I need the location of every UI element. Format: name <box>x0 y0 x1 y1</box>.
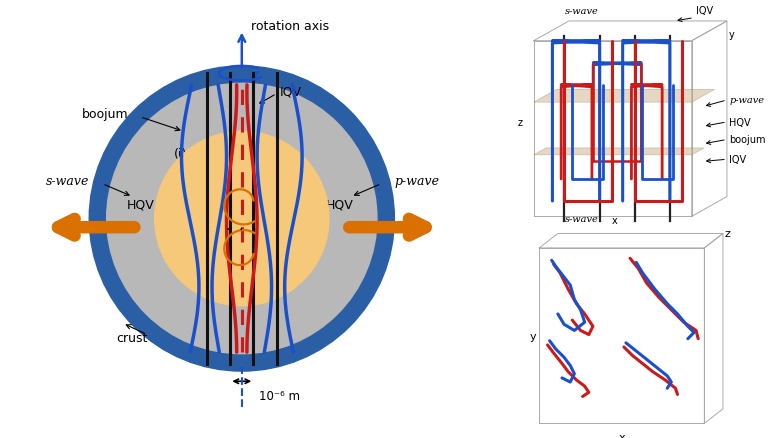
Polygon shape <box>534 148 704 155</box>
Text: IQV: IQV <box>279 85 302 98</box>
Text: y: y <box>530 331 536 341</box>
Text: p-wave: p-wave <box>729 96 764 105</box>
Text: x: x <box>619 431 625 438</box>
Text: rotation axis: rotation axis <box>250 20 328 33</box>
Text: (ii): (ii) <box>277 147 294 160</box>
Text: IQV: IQV <box>697 7 714 17</box>
Circle shape <box>154 132 329 306</box>
Text: s-wave: s-wave <box>46 175 89 188</box>
Text: boojum: boojum <box>82 108 129 121</box>
Text: y: y <box>729 30 735 40</box>
Text: ·  ·  ·: · · · <box>226 222 257 236</box>
Text: (i): (i) <box>174 147 187 160</box>
Text: HQV: HQV <box>729 118 750 127</box>
Polygon shape <box>534 90 714 103</box>
Text: crust: crust <box>116 332 147 344</box>
Text: p-wave: p-wave <box>395 175 439 188</box>
Text: z: z <box>725 229 731 239</box>
Circle shape <box>107 84 377 354</box>
Circle shape <box>89 67 395 371</box>
Text: boojum: boojum <box>729 135 766 145</box>
Text: IQV: IQV <box>729 155 746 165</box>
Text: z: z <box>518 118 523 127</box>
Text: HQV: HQV <box>326 198 354 211</box>
Text: s-wave: s-wave <box>566 214 599 223</box>
Text: s-wave: s-wave <box>566 7 599 17</box>
Text: 10⁻⁶ m: 10⁻⁶ m <box>259 389 300 402</box>
Text: HQV: HQV <box>127 198 154 211</box>
Text: x: x <box>612 215 618 226</box>
